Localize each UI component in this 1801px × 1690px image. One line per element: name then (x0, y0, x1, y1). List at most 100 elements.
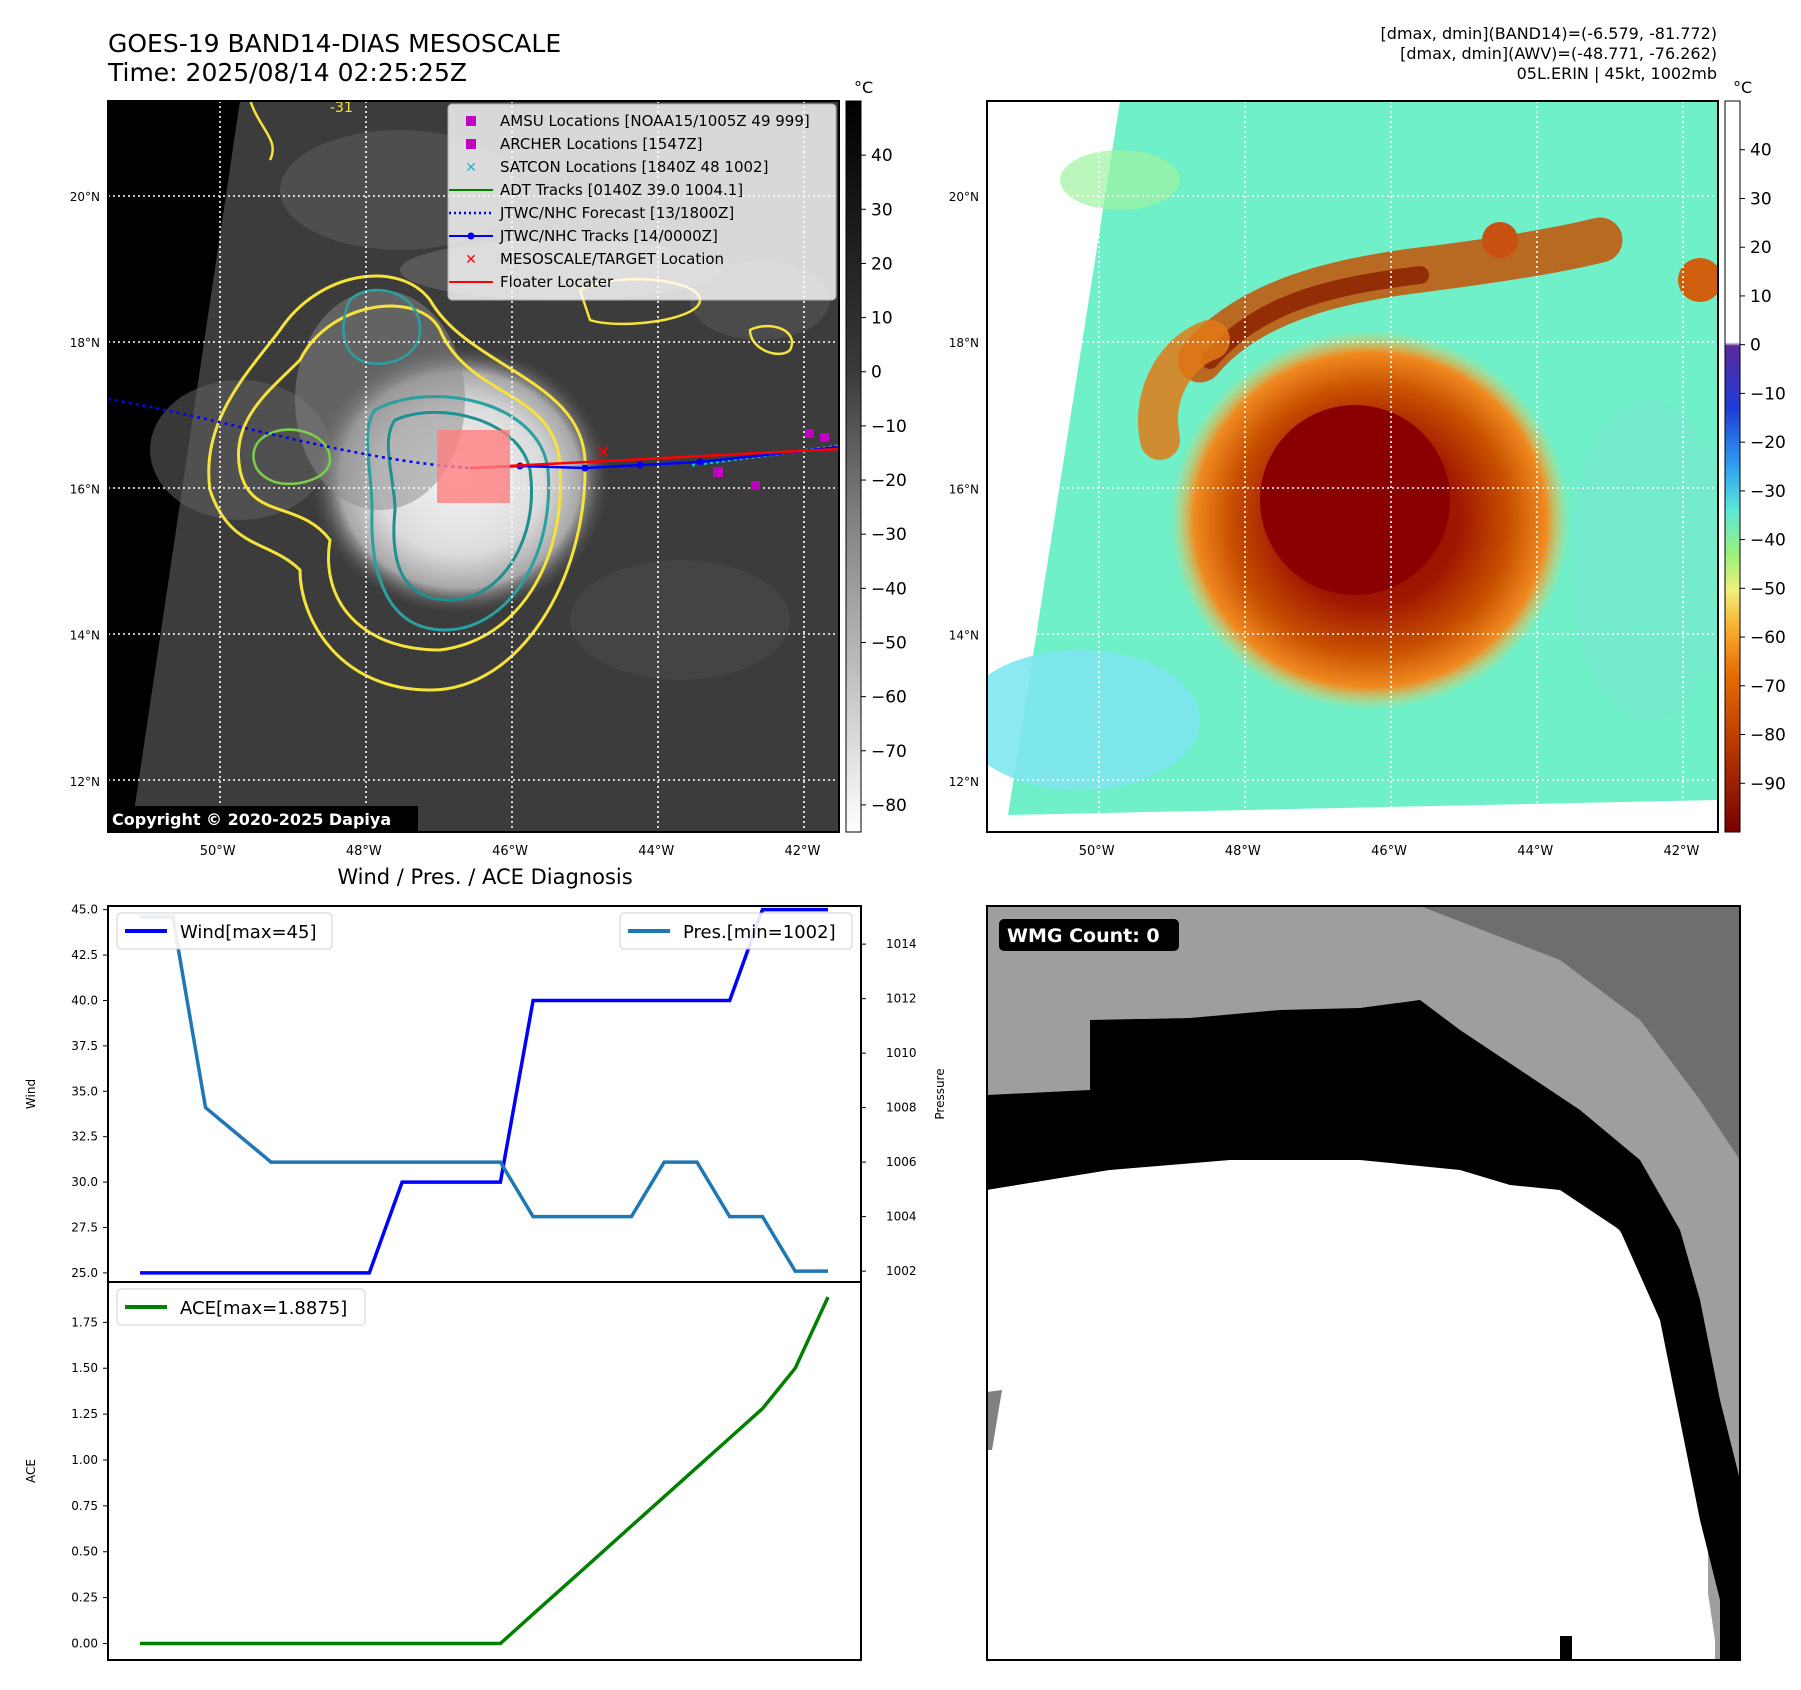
awv-colorbar-tick-label: 20 (1750, 238, 1772, 258)
awv-colorbar-tick-label: −50 (1750, 579, 1786, 599)
ace-tick-label: 1.75 (71, 1315, 98, 1329)
ace-legend: ACE[max=1.8875] (116, 1288, 366, 1326)
ace-legend-label: ACE[max=1.8875] (180, 1298, 347, 1319)
awv-lon-label: 44°W (1517, 844, 1553, 859)
ir-lon-label: 46°W (492, 844, 528, 859)
ir-colorbar-unit: °C (854, 78, 873, 97)
ir-legend-label-4: JTWC/NHC Forecast [13/1800Z] (499, 204, 734, 222)
ir-legend-label-6: MESOSCALE/TARGET Location (500, 250, 724, 268)
ace-tick-label: 1.25 (71, 1407, 98, 1421)
ir-colorbar: °C 40 30 20 10 0 −10 −20 −30 −40 −50 −60 −70 −80 (845, 78, 907, 833)
floater-locater (469, 447, 839, 470)
ir-legend-swatch-6: ✕ (465, 252, 477, 268)
awv-colorbar-tick-label: −70 (1750, 677, 1786, 697)
wmg-label-box (999, 919, 1179, 951)
awv-colorbar-tick-label: −60 (1750, 628, 1786, 648)
awv-lat-label: 18°N (949, 336, 979, 350)
copyright-box (108, 806, 418, 832)
ir-lon-label: 48°W (346, 844, 382, 859)
awv-colorbar-unit: °C (1733, 78, 1752, 97)
wind-legend-label: Wind[max=45] (180, 922, 317, 943)
awv-colorbar-tick-label: 10 (1750, 287, 1772, 307)
ace-axis-label: ACE (24, 1459, 38, 1483)
awv-lat-label: 20°N (949, 190, 979, 204)
awv-lon-label: 42°W (1663, 844, 1699, 859)
ace-series-line (140, 1296, 830, 1646)
awv-colorbar-tick-label: −40 (1750, 531, 1786, 551)
pressure-series-line (140, 915, 828, 1273)
ir-lon-label: 50°W (200, 844, 236, 859)
awv-colorbar-tick-label: 0 (1750, 336, 1761, 356)
contour-label: -31 (330, 100, 353, 116)
ir-colorbar-tick-label: −80 (871, 796, 907, 816)
ir-lon-label: 44°W (638, 844, 674, 859)
ir-colorbar-tick-label: −40 (871, 579, 907, 599)
ir-contour-yellow (237, 304, 562, 652)
diagnosis-title: Wind / Pres. / ACE Diagnosis (337, 865, 632, 889)
wmg-dark-gray-region (1420, 906, 1740, 1160)
band14-range: [dmax, dmin](BAND14)=(-6.579, -81.772) (1381, 24, 1717, 43)
ir-legend-label-0: AMSU Locations [NOAA15/1005Z 49 999] (500, 112, 810, 130)
copyright: Copyright © 2020-2025 Dapiya (112, 810, 391, 829)
ir-colorbar-tick-label: −20 (871, 471, 907, 491)
awv-lon-label: 46°W (1371, 844, 1407, 859)
ace-tick-label: 0.00 (71, 1636, 98, 1650)
wind-tick-label: 35.0 (71, 1084, 98, 1098)
legend-marker-dot (467, 232, 475, 240)
ir-lat-label: 12°N (70, 775, 100, 789)
wind-pressure-chart: Wind Pressure 45.0 42.5 40.0 37.5 35.0 32.5 30… (24, 903, 947, 1283)
ir-legend: AMSU Locations [NOAA15/1005Z 49 999] ARCH… (447, 103, 837, 301)
ir-colorbar-tick-label: 0 (871, 363, 882, 383)
ace-chart: ACE 1.75 1.50 1.25 1.00 0.75 0.50 0.25 0.00 ACE… (24, 1281, 862, 1661)
awv-colorbar-tick-label: 40 (1750, 141, 1772, 161)
awv-colorbar-tick-label: −90 (1750, 774, 1786, 794)
wind-tick-label: 45.0 (71, 903, 98, 917)
ir-colorbar-tick-label: −10 (871, 417, 907, 437)
awv-lat-label: 14°N (949, 629, 979, 643)
awv-range: [dmax, dmin](AWV)=(-48.771, -76.262) (1400, 44, 1717, 63)
ir-colorbar-tick-label: 40 (871, 146, 893, 166)
mesoscale-box (437, 430, 510, 503)
ir-legend-swatch-0 (466, 116, 476, 126)
awv-colorbar-tick-label: 30 (1750, 189, 1772, 209)
wind-tick-label: 42.5 (71, 948, 98, 962)
figure-title: GOES-19 BAND14-DIAS MESOSCALE (108, 29, 561, 58)
wind-tick-label: 27.5 (71, 1221, 98, 1235)
ir-legend-label-3: ADT Tracks [0140Z 39.0 1004.1] (500, 181, 743, 199)
ace-tick-label: 0.50 (71, 1545, 98, 1559)
awv-lat-label: 16°N (949, 482, 979, 496)
pres-tick-label: 1012 (886, 992, 917, 1006)
wmg-panel: WMG Count: 0 (986, 905, 1741, 1661)
awv-colorbar: °C 40 30 20 10 0 −10 −20 −30 −40 −50 −60 −70 −80 −90 (1724, 78, 1786, 833)
awv-colorbar-tick-label: −80 (1750, 726, 1786, 746)
ir-colorbar-tick-label: −50 (871, 633, 907, 653)
jtwc-forecast-track (108, 397, 471, 470)
ir-legend-label-5: JTWC/NHC Tracks [14/0000Z] (499, 227, 718, 245)
ir-lat-label: 18°N (70, 336, 100, 350)
wind-legend: Wind[max=45] (116, 912, 333, 950)
awv-gridlines (987, 101, 1718, 832)
pres-legend: Pres.[min=1002] (619, 912, 853, 950)
wind-axis-label: Wind (24, 1079, 38, 1109)
pres-tick-label: 1014 (886, 937, 917, 951)
ace-tick-label: 1.00 (71, 1453, 98, 1467)
wind-tick-label: 30.0 (71, 1175, 98, 1189)
wind-tick-label: 37.5 (71, 1039, 98, 1053)
awv-colorbar-tick-label: −20 (1750, 433, 1786, 453)
ir-lat-label: 14°N (70, 629, 100, 643)
awv-colorbar-tick-label: −10 (1750, 384, 1786, 404)
ir-legend-label-1: ARCHER Locations [1547Z] (500, 135, 703, 153)
ir-legend-swatch-2: ✕ (465, 160, 477, 176)
ace-tick-label: 0.75 (71, 1499, 98, 1513)
ace-tick-label: 0.25 (71, 1591, 98, 1605)
wmg-count-label: WMG Count: 0 (1007, 925, 1160, 947)
awv-lon-label: 48°W (1225, 844, 1261, 859)
figure-time: Time: 2025/08/14 02:25:25Z (107, 58, 467, 87)
ir-legend-label-2: SATCON Locations [1840Z 48 1002] (500, 158, 768, 176)
ir-colorbar-tick-label: 20 (871, 254, 893, 274)
ir-lat-label: 20°N (70, 190, 100, 204)
ir-colorbar-tick-label: −30 (871, 525, 907, 545)
ir-colorbar-tick-label: −70 (871, 742, 907, 762)
wind-series-line (140, 907, 828, 1275)
ir-legend-swatch-1 (466, 139, 476, 149)
